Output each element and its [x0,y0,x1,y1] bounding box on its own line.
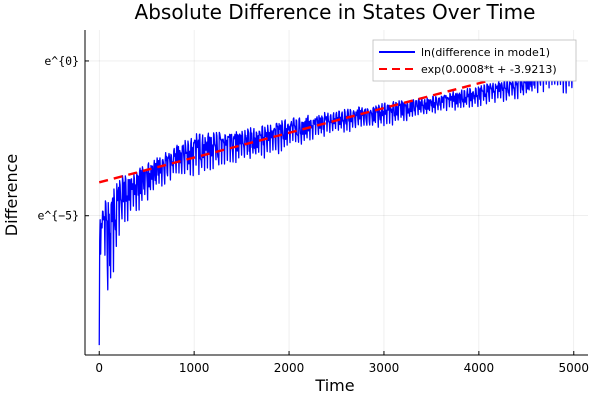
x-tick-label: 4000 [464,361,495,375]
x-tick-label: 3000 [369,361,400,375]
y-axis-label: Difference [2,154,21,236]
legend-label-fit: exp(0.0008*t + -3.9213) [421,63,557,76]
x-tick-label: 2000 [274,361,305,375]
legend-box [372,39,577,82]
legend-label-difference: ln(difference in mode1) [421,46,550,59]
legend: ln(difference in mode1) exp(0.0008*t + -… [372,39,577,82]
x-axis-label: Time [314,376,354,395]
chart-title: Absolute Difference in States Over Time [135,0,536,24]
axes: 0 1000 2000 3000 4000 5000 e^{0} e^{−5} [37,30,589,375]
x-tick-label: 5000 [558,361,589,375]
x-tick-label: 1000 [179,361,210,375]
y-tick-label: e^{−5} [37,209,79,223]
series-line-difference [98,50,575,346]
x-tick-label: 0 [95,361,103,375]
y-tick-label: e^{0} [44,54,79,68]
